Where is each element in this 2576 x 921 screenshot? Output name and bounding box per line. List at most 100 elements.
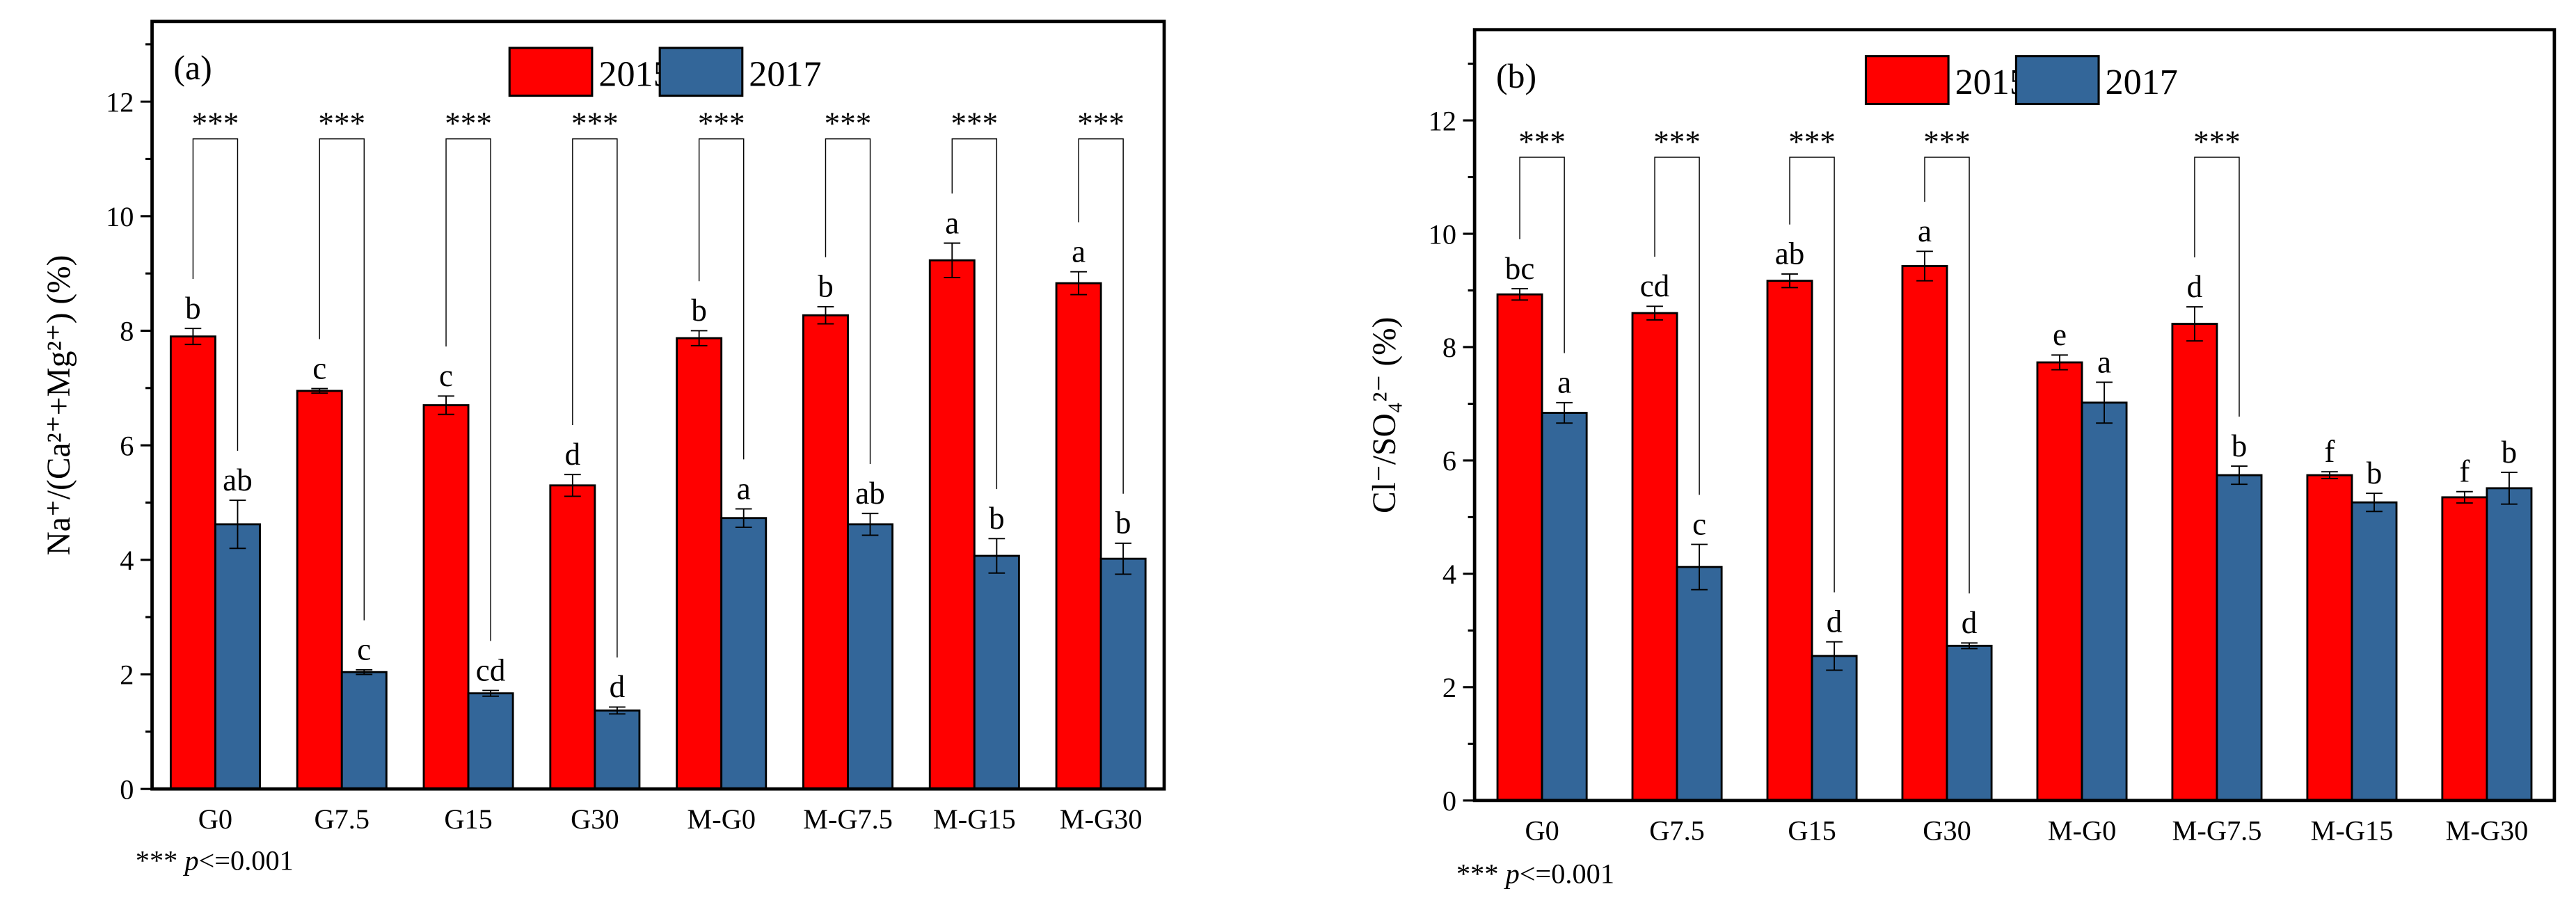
- significance-bracket: [1519, 157, 1565, 353]
- bar-2017-M-G15: [2351, 501, 2398, 802]
- x-tick-label: G7.5: [1649, 815, 1705, 847]
- significance-letter: a: [1072, 234, 1086, 269]
- bar-2015-G30: [1901, 265, 1948, 802]
- bar-2017-M-G30: [1099, 557, 1147, 790]
- significance-letter: b: [989, 501, 1005, 536]
- bar-2017-G0: [1541, 412, 1588, 802]
- y-axis-title: Na⁺/(Ca²⁺+Mg²⁺) (%): [41, 255, 77, 556]
- bar-2017-G15: [467, 692, 514, 790]
- y-tick-label: 4: [1442, 559, 1456, 590]
- bar-2015-G7.5: [1631, 312, 1678, 802]
- y-tick-label: 0: [1442, 785, 1456, 817]
- x-tick-label: G0: [198, 803, 232, 835]
- panel-label: (a): [173, 49, 212, 87]
- significance-stars: ***: [445, 106, 492, 141]
- bar-2017-G0: [214, 523, 261, 790]
- x-tick-label: M-G7.5: [2172, 815, 2262, 847]
- significance-bracket: [698, 138, 745, 460]
- significance-stars: ***: [1923, 125, 1971, 159]
- significance-stars: ***: [825, 106, 872, 141]
- bar-2017-M-G0: [2081, 401, 2128, 802]
- significance-letter: d: [610, 669, 626, 704]
- x-tick-label: G30: [1923, 815, 1971, 847]
- y-axis-title: Cl⁻/SO₄²⁻ (%): [1367, 317, 1403, 513]
- x-tick-label: M-G30: [2446, 815, 2529, 847]
- significance-bracket: [2194, 157, 2240, 417]
- x-tick-label: G7.5: [314, 803, 369, 835]
- significance-bracket: [1078, 138, 1124, 494]
- bar-2015-M-G0: [676, 337, 723, 790]
- footnote-stars: ***: [1456, 858, 1506, 889]
- x-tick-label: M-G15: [933, 803, 1016, 835]
- significance-bracket: [572, 138, 618, 658]
- footnote: *** p<=0.001: [1456, 858, 1614, 889]
- y-tick-label: 2: [1442, 672, 1456, 703]
- bar-2015-G30: [549, 484, 596, 790]
- bar-2015-G0: [1496, 293, 1543, 802]
- significance-bracket: [445, 138, 491, 641]
- y-tick-label: 2: [120, 659, 134, 691]
- bar-2017-M-G7.5: [847, 523, 893, 790]
- significance-letter: b: [1115, 506, 1131, 540]
- significance-stars: ***: [1788, 125, 1836, 159]
- bar-2017-G30: [594, 709, 641, 790]
- bar-2017-G30: [1946, 644, 1993, 802]
- footnote-p: p: [1504, 858, 1520, 889]
- bar-2017-M-G30: [2486, 487, 2533, 802]
- plot-frame: [1472, 28, 2557, 803]
- y-tick-label: 12: [1429, 105, 1456, 136]
- bar-2017-G15: [1811, 655, 1858, 802]
- significance-stars: ***: [1077, 106, 1124, 141]
- significance-letter: c: [312, 351, 326, 385]
- bar-2015-G0: [169, 335, 216, 790]
- significance-stars: ***: [571, 106, 619, 141]
- panel-label: (b): [1496, 57, 1536, 95]
- significance-letter: bc: [1505, 251, 1535, 286]
- y-tick-label: 6: [1442, 445, 1456, 476]
- bar-2015-M-G15: [928, 259, 976, 790]
- x-tick-label: M-G7.5: [803, 803, 893, 835]
- significance-letter: b: [2232, 429, 2248, 463]
- significance-letter: d: [565, 437, 581, 472]
- significance-letter: c: [439, 358, 453, 393]
- significance-stars: ***: [698, 106, 745, 141]
- significance-letter: b: [185, 291, 201, 326]
- significance-bracket: [951, 138, 998, 490]
- significance-letter: b: [2502, 435, 2518, 470]
- bar-2015-G7.5: [296, 390, 343, 790]
- x-tick-label: G30: [571, 803, 619, 835]
- significance-letter: b: [2367, 456, 2383, 490]
- significance-letter: cd: [476, 652, 506, 687]
- significance-bracket: [319, 138, 365, 620]
- bar-2017-M-G0: [720, 517, 768, 790]
- x-tick-label: G15: [1788, 815, 1836, 847]
- significance-letter: f: [2324, 434, 2335, 469]
- y-tick-label: 4: [120, 545, 134, 576]
- bar-2015-M-G30: [2441, 496, 2488, 802]
- footnote-threshold: <=0.001: [1520, 858, 1614, 889]
- bar-2015-M-G30: [1055, 282, 1102, 790]
- significance-letter: ab: [223, 463, 253, 497]
- bar-2015-M-G15: [2306, 474, 2353, 802]
- significance-stars: ***: [2193, 125, 2241, 159]
- legend-label-2017: 2017: [749, 54, 821, 94]
- significance-bracket: [1654, 157, 1700, 495]
- significance-stars: ***: [192, 106, 239, 141]
- legend-swatch-2015: [508, 47, 594, 97]
- significance-bracket: [1924, 157, 1970, 594]
- significance-bracket: [192, 138, 239, 451]
- bar-2017-M-G15: [973, 554, 1020, 790]
- x-tick-label: G0: [1525, 815, 1559, 847]
- bar-2015-M-G7.5: [2171, 323, 2218, 802]
- x-tick-label: M-G30: [1060, 803, 1143, 835]
- significance-letter: ab: [1775, 237, 1805, 271]
- y-tick-label: 8: [120, 316, 134, 347]
- y-tick-label: 0: [120, 774, 134, 805]
- legend-swatch-2017: [658, 47, 744, 97]
- significance-letter: d: [1962, 605, 1978, 640]
- bar-2015-G15: [422, 404, 470, 790]
- significance-letter: a: [945, 205, 959, 240]
- significance-letter: c: [357, 632, 371, 667]
